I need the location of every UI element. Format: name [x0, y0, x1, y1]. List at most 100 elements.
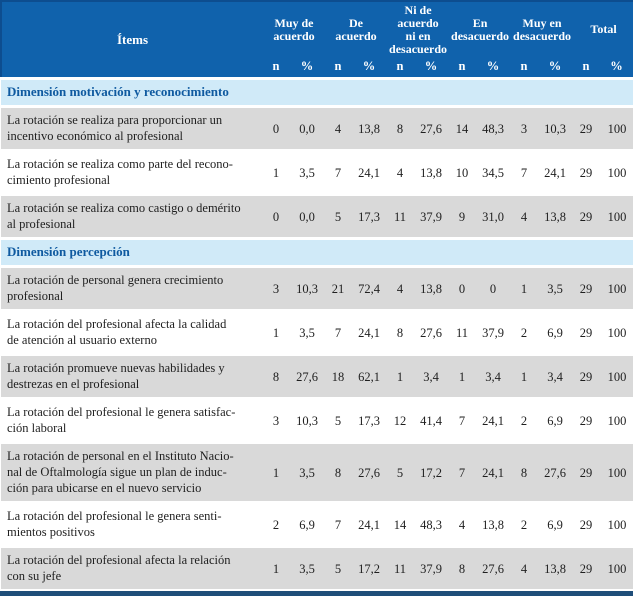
percent-value: 6,9	[537, 398, 574, 443]
percent-value: 100	[599, 502, 633, 547]
col-header-pct: %	[424, 58, 438, 73]
percent-value: 3,5	[289, 442, 326, 503]
count-value: 14	[387, 502, 414, 547]
count-value: 12	[387, 398, 414, 443]
col-header-n: n	[458, 58, 466, 73]
item-text: La rotación promueve nuevas habilidades …	[1, 354, 263, 399]
percent-value: 24,1	[475, 398, 512, 443]
percent-value: 27,6	[475, 546, 512, 590]
section-header-row: Dimensión motivación y reconocimiento	[1, 78, 633, 107]
count-value: 11	[387, 546, 414, 590]
count-value: 1	[263, 150, 289, 195]
table-row: La rotación de personal genera crecimien…	[1, 266, 633, 311]
col-header-pct: %	[548, 58, 562, 73]
count-value: 3	[263, 398, 289, 443]
percent-value: 3,4	[537, 354, 574, 399]
percent-value: 10,3	[289, 266, 326, 311]
percent-value: 31,0	[475, 194, 512, 239]
count-value: 29	[573, 354, 600, 399]
count-value: 29	[573, 546, 600, 590]
count-value: 8	[387, 106, 414, 151]
count-value: 7	[511, 150, 538, 195]
count-value: 1	[263, 546, 289, 590]
count-value: 7	[325, 502, 352, 547]
item-text: La rotación se realiza como castigo o de…	[1, 194, 263, 239]
group-header-muy-de-acuerdo: Muy de acuerdo	[273, 15, 315, 43]
count-value: 4	[449, 502, 476, 547]
table-row: La rotación promueve nuevas habilidades …	[1, 354, 633, 399]
percent-value: 13,8	[413, 266, 450, 311]
percent-value: 100	[599, 442, 633, 503]
count-value: 1	[263, 442, 289, 503]
percent-value: 17,3	[351, 194, 388, 239]
percent-value: 27,6	[351, 442, 388, 503]
count-value: 29	[573, 310, 600, 355]
table-row: La rotación se realiza para proporcionar…	[1, 106, 633, 151]
percent-value: 6,9	[537, 310, 574, 355]
count-value: 1	[449, 354, 476, 399]
count-value: 5	[387, 442, 414, 503]
count-value: 1	[511, 354, 538, 399]
percent-value: 17,3	[351, 398, 388, 443]
col-header-pct: %	[362, 58, 376, 73]
percent-value: 48,3	[475, 106, 512, 151]
count-value: 2	[263, 502, 289, 547]
table-row: La rotación se realiza como castigo o de…	[1, 194, 633, 239]
percent-value: 37,9	[475, 310, 512, 355]
percent-value: 72,4	[351, 266, 388, 311]
table-row: La rotación de personal en el Instituto …	[1, 442, 633, 503]
count-value: 18	[325, 354, 352, 399]
group-header-ni-acuerdo-ni-desacuerdo: Ni de acuerdo ni en desacuerdo	[389, 3, 448, 56]
percent-value: 100	[599, 354, 633, 399]
group-header-muy-en-desacuerdo: Muy en desacuerdo	[513, 15, 572, 43]
count-value: 4	[387, 266, 414, 311]
count-value: 3	[511, 106, 538, 151]
count-value: 7	[449, 442, 476, 503]
percent-value: 13,8	[351, 106, 388, 151]
percent-value: 37,9	[413, 194, 450, 239]
percent-value: 0,0	[289, 194, 326, 239]
percent-value: 0,0	[289, 106, 326, 151]
count-value: 8	[325, 442, 352, 503]
count-value: 4	[387, 150, 414, 195]
percent-value: 3,5	[289, 150, 326, 195]
percent-value: 24,1	[351, 502, 388, 547]
percent-value: 6,9	[289, 502, 326, 547]
col-header-n: n	[520, 58, 528, 73]
count-value: 4	[511, 546, 538, 590]
percent-value: 3,4	[413, 354, 450, 399]
percent-value: 100	[599, 106, 633, 151]
percent-value: 13,8	[475, 502, 512, 547]
percent-value: 0	[475, 266, 512, 311]
count-value: 5	[325, 546, 352, 590]
percent-value: 24,1	[537, 150, 574, 195]
percent-value: 100	[599, 194, 633, 239]
percent-value: 37,9	[413, 546, 450, 590]
percent-value: 13,8	[537, 194, 574, 239]
count-value: 29	[573, 502, 600, 547]
col-header-pct: %	[610, 58, 623, 73]
percent-value: 3,5	[289, 310, 326, 355]
count-value: 7	[449, 398, 476, 443]
count-value: 2	[511, 398, 538, 443]
section-header-row: Dimensión percepción	[1, 238, 633, 267]
count-value: 5	[325, 398, 352, 443]
percent-value: 24,1	[475, 442, 512, 503]
count-value: 29	[573, 266, 600, 311]
percent-value: 3,5	[537, 266, 574, 311]
percent-value: 62,1	[351, 354, 388, 399]
items-column-header: Ítems	[116, 31, 149, 47]
count-value: 9	[449, 194, 476, 239]
percent-value: 100	[599, 150, 633, 195]
item-text: La rotación del profesional le genera se…	[1, 502, 263, 547]
count-value: 4	[325, 106, 352, 151]
percent-value: 41,4	[413, 398, 450, 443]
count-value: 29	[573, 106, 600, 151]
col-header-pct: %	[486, 58, 500, 73]
count-value: 8	[263, 354, 289, 399]
count-value: 2	[511, 310, 538, 355]
col-header-n: n	[334, 58, 342, 73]
section-title: Dimensión percepción	[1, 238, 633, 267]
table-row: La rotación del profesional afecta la ca…	[1, 310, 633, 355]
